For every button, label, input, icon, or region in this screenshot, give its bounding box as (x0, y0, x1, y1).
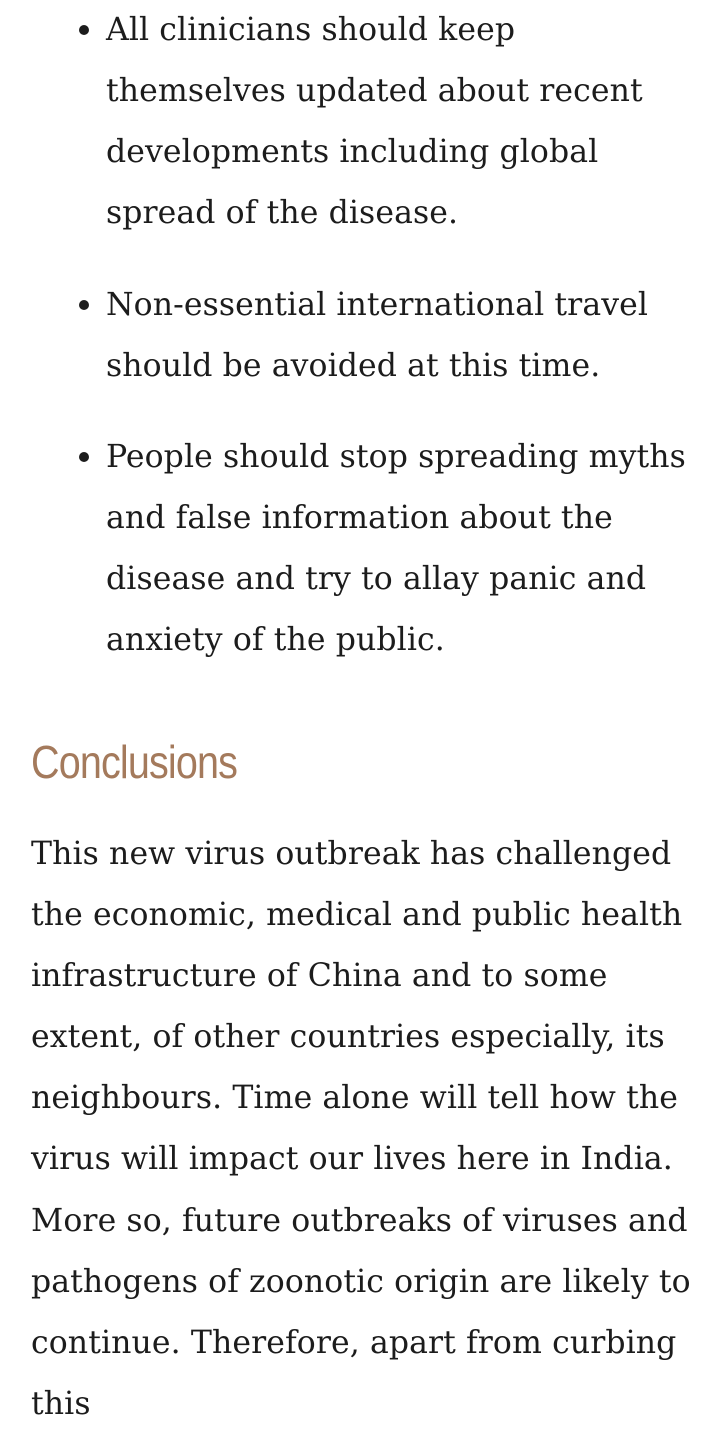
list-item: Non-essential international travel shoul… (79, 275, 698, 397)
list-item-text: People should stop spreading myths and f… (106, 439, 686, 658)
list-item: People should stop spreading myths and f… (79, 427, 698, 671)
section-paragraph: This new virus outbreak has challenged t… (31, 836, 691, 1422)
bullet-icon (79, 452, 89, 462)
section-heading: Conclusions (31, 736, 238, 788)
bullet-icon (79, 300, 89, 310)
list-item-text: All clinicians should keep themselves up… (106, 12, 643, 231)
list-item: All clinicians should keep themselves up… (79, 0, 698, 244)
bullet-icon (79, 25, 89, 35)
list-item-text: Non-essential international travel shoul… (106, 287, 649, 384)
